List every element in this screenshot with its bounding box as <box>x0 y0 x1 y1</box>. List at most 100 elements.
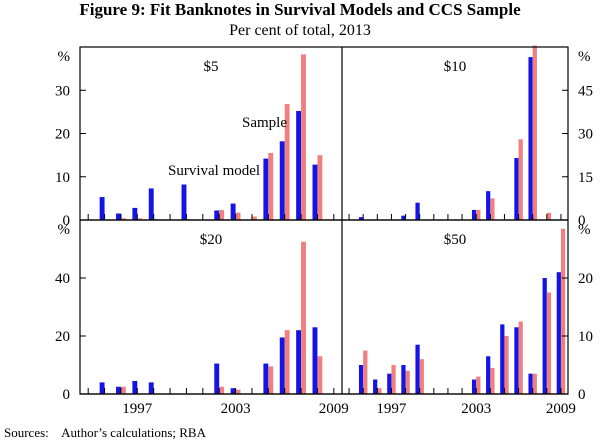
bar-d50-survival-1998 <box>401 365 406 394</box>
bar-d5-survival-1996 <box>116 213 121 220</box>
x-tick-label-left-2003: 2003 <box>221 401 251 417</box>
bar-d10-survival-2007 <box>528 57 533 221</box>
bar-d5-survival-2003 <box>230 203 236 220</box>
bar-d5-survival-2002 <box>214 210 220 220</box>
sources-note: Sources: Author’s calculations; RBA <box>4 425 206 441</box>
x-tick-label-right-2009: 2009 <box>546 401 576 417</box>
bar-d50-survival-2008 <box>542 278 547 394</box>
bar-d50-survival-2007 <box>528 373 533 394</box>
bar-d20-survival-2006 <box>279 337 285 394</box>
bar-d20-survival-2005 <box>263 363 269 394</box>
bar-d5-sample-1996 <box>120 218 126 220</box>
y-tick-label-d10-45: 45 <box>578 83 593 99</box>
bar-d20-sample-2002 <box>219 386 225 394</box>
bar-d50-sample-2006 <box>518 321 523 394</box>
unit-label-left-d20: % <box>58 222 71 238</box>
bar-d20-survival-2003 <box>230 388 236 394</box>
bar-d20-survival-1997 <box>132 380 138 394</box>
bar-d5-survival-2005 <box>263 158 269 220</box>
legend-survival-model: Survival model <box>168 163 260 179</box>
bar-d10-survival-1995 <box>358 217 364 220</box>
bar-d50-survival-1995 <box>358 365 364 394</box>
bar-d10-sample-2008 <box>546 212 552 220</box>
bar-d50-survival-1997 <box>387 373 392 394</box>
bar-d5-sample-2002 <box>219 210 225 220</box>
bar-d20-survival-1998 <box>148 382 154 394</box>
bar-d5-sample-2006 <box>284 104 290 220</box>
x-tick-label-right-2003: 2003 <box>461 401 491 417</box>
bar-d50-sample-1999 <box>419 359 424 394</box>
bar-d20-sample-2003 <box>235 389 241 394</box>
bar-d5-sample-2004 <box>251 216 257 220</box>
panel-title-d10: $10 <box>444 59 467 75</box>
bar-d5-sample-1997 <box>137 218 143 220</box>
bar-d10-survival-2006 <box>514 158 519 220</box>
bar-d10-sample-2006 <box>518 139 523 220</box>
bar-d50-sample-2009 <box>560 228 566 394</box>
x-tick-label-left-1997: 1997 <box>122 401 153 417</box>
figure-title: Figure 9: Fit Banknotes in Survival Mode… <box>79 0 521 19</box>
bar-d20-survival-1996 <box>116 386 121 394</box>
unit-label-right-d10: % <box>578 49 591 65</box>
bar-d20-survival-2002 <box>214 363 220 394</box>
bar-d50-sample-1997 <box>391 365 396 394</box>
bar-d50-survival-2003 <box>471 379 477 394</box>
bar-d10-sample-2004 <box>490 198 495 221</box>
bar-d20-sample-2005 <box>268 366 274 394</box>
bar-d10-survival-2004 <box>486 191 491 220</box>
bar-d50-survival-2005 <box>500 324 505 394</box>
bar-d50-sample-2007 <box>532 373 537 394</box>
y-tick-label-d5-0: 0 <box>63 213 71 229</box>
panel-title-d20: $20 <box>200 232 223 248</box>
bar-d50-sample-1998 <box>405 370 410 394</box>
bar-d5-sample-2007 <box>301 54 306 220</box>
sources-text: Author’s calculations; RBA <box>61 425 206 440</box>
bar-d5-sample-2005 <box>268 152 274 220</box>
bar-d50-sample-1996 <box>377 388 382 394</box>
bar-d50-survival-1999 <box>415 344 420 394</box>
bar-d50-sample-2005 <box>504 336 509 394</box>
bar-d20-sample-1996 <box>120 386 126 394</box>
bar-d50-survival-2006 <box>514 327 519 394</box>
y-tick-label-d10-30: 30 <box>578 127 593 143</box>
y-tick-label-d5-10: 10 <box>55 170 70 186</box>
x-tick-label-right-1997: 1997 <box>376 401 407 417</box>
unit-label-right-d50: % <box>578 222 591 238</box>
y-tick-label-d20-20: 20 <box>55 329 70 345</box>
bar-d5-survival-2007 <box>296 111 302 220</box>
bar-d10-sample-2003 <box>476 209 481 220</box>
bar-d5-survival-1998 <box>148 188 154 220</box>
bar-d50-sample-2004 <box>490 367 495 394</box>
y-tick-label-d10-0: 0 <box>578 213 586 229</box>
bar-d5-survival-2006 <box>279 141 285 220</box>
bar-d20-survival-2007 <box>296 330 302 394</box>
bar-d5-survival-2008 <box>312 164 318 220</box>
bar-d10-survival-1999 <box>415 202 420 220</box>
y-tick-label-d20-0: 0 <box>63 387 71 403</box>
panel-title-d5: $5 <box>204 59 219 75</box>
bar-d50-sample-2003 <box>476 376 481 394</box>
y-tick-label-d50-0: 0 <box>578 387 586 403</box>
figure-subtitle: Per cent of total, 2013 <box>229 22 371 39</box>
bar-d50-survival-2009 <box>556 272 561 394</box>
legend-sample: Sample <box>242 115 287 131</box>
sources-label: Sources: <box>4 425 49 440</box>
bar-d5-sample-2008 <box>317 155 323 221</box>
y-tick-label-d5-20: 20 <box>55 127 70 143</box>
bar-d50-survival-1996 <box>373 379 378 394</box>
bar-d20-survival-2008 <box>312 327 318 394</box>
y-tick-label-d50-20: 20 <box>578 271 593 287</box>
bar-d5-survival-1995 <box>99 197 105 220</box>
panel-title-d50: $50 <box>444 232 467 248</box>
bar-d5-survival-2000 <box>181 184 187 220</box>
bar-d50-sample-2008 <box>546 292 552 394</box>
bar-d50-sample-1995 <box>363 350 368 394</box>
y-tick-label-d20-40: 40 <box>55 271 70 287</box>
bar-d10-sample-2007 <box>532 45 537 221</box>
unit-label-left-d5: % <box>58 49 71 65</box>
y-tick-label-d5-30: 30 <box>55 83 70 99</box>
bar-d20-sample-2008 <box>317 356 323 394</box>
bar-d5-sample-2003 <box>235 212 241 220</box>
y-tick-label-d10-15: 15 <box>578 170 593 186</box>
